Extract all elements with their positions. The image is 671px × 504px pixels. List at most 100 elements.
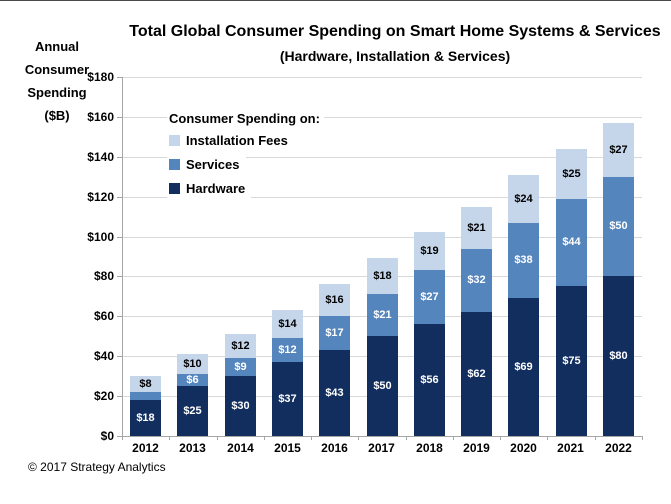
- bar-2015-installation-fees-value-label: $14: [278, 318, 297, 330]
- bar-2021-installation-fees-value-label: $25: [562, 168, 581, 180]
- footer-copyright: © 2017 Strategy Analytics: [28, 460, 166, 474]
- bar-2016-installation-fees-segment: $16: [319, 284, 350, 316]
- bar-2020-services-segment: $38: [508, 222, 539, 298]
- bar-2020-hardware-segment: $69: [508, 298, 539, 436]
- bar-2017-installation-fees-value-label: $18: [373, 270, 392, 282]
- x-tick-mark: [122, 436, 123, 440]
- x-tick-mark: [264, 436, 265, 440]
- chart-subtitle: (Hardware, Installation & Services): [279, 48, 511, 64]
- x-axis-line: [122, 436, 642, 437]
- y-tick-mark: [117, 117, 122, 118]
- bar-2022-installation-fees-segment: $27: [603, 123, 634, 177]
- x-tick-mark: [406, 436, 407, 440]
- bar-2016-hardware-value-label: $43: [325, 387, 344, 399]
- y-tick-mark: [117, 197, 122, 198]
- bar-2020-installation-fees-value-label: $24: [514, 193, 533, 205]
- bar-2019-services-value-label: $32: [467, 274, 486, 286]
- legend-label-services: Services: [186, 157, 240, 172]
- gridline: [122, 77, 642, 78]
- legend-item-hardware: Hardware: [167, 178, 252, 199]
- y-tick-mark: [117, 436, 122, 437]
- bar-2019-installation-fees-value-label: $21: [467, 222, 486, 234]
- y-axis-title: Annual Consumer Spending ($B): [8, 35, 106, 127]
- bar-2017-hardware-value-label: $50: [373, 380, 392, 392]
- bar-2016-services-segment: $17: [319, 316, 350, 350]
- bar-2022-hardware-segment: $80: [603, 276, 634, 436]
- y-axis-title-line: ($B): [44, 108, 70, 123]
- y-tick-mark: [117, 77, 122, 78]
- bar-2015-installation-fees-segment: $14: [272, 310, 303, 338]
- legend-item-installation-fees: Installation Fees: [167, 130, 294, 151]
- y-tick-label: $160: [87, 110, 114, 124]
- bar-2017-services-value-label: $21: [373, 309, 392, 321]
- legend-swatch-services: [169, 159, 180, 170]
- bar-2015-services-value-label: $12: [278, 344, 297, 356]
- legend-label-hardware: Hardware: [186, 181, 246, 196]
- y-tick-label: $0: [100, 429, 114, 443]
- gridline: [122, 237, 642, 238]
- y-tick-label: $80: [93, 269, 114, 283]
- bar-2019-hardware-value-label: $62: [467, 368, 486, 380]
- y-tick-label: $40: [93, 349, 114, 363]
- bar-2012-hardware-segment: $18: [130, 400, 161, 436]
- bar-2012-services-segment: [130, 392, 161, 400]
- legend-label-installation-fees: Installation Fees: [186, 133, 288, 148]
- bar-2017-services-segment: $21: [367, 294, 398, 336]
- bar-2014-installation-fees-value-label: $12: [231, 340, 250, 352]
- bar-2021-installation-fees-segment: $25: [556, 149, 587, 199]
- x-axis-year-label: 2022: [605, 441, 632, 455]
- bar-2021-hardware-value-label: $75: [562, 355, 581, 367]
- bar-2018-services-segment: $27: [414, 270, 445, 324]
- legend-swatch-installation-fees: [169, 135, 180, 146]
- y-tick-mark: [117, 237, 122, 238]
- bar-2020-hardware-value-label: $69: [514, 361, 533, 373]
- bar-2012-installation-fees-segment: $8: [130, 376, 161, 392]
- bar-2014-services-value-label: $9: [234, 361, 247, 373]
- bar-2016-hardware-segment: $43: [319, 350, 350, 436]
- x-tick-mark: [547, 436, 548, 440]
- bar-2013-hardware-segment: $25: [177, 386, 208, 436]
- gridline: [122, 197, 642, 198]
- legend-item-services: Services: [167, 154, 246, 175]
- bar-2017-hardware-segment: $50: [367, 336, 398, 436]
- y-tick-mark: [117, 276, 122, 277]
- y-axis-line: [122, 77, 123, 437]
- bar-2013-hardware-value-label: $25: [183, 405, 202, 417]
- y-tick-label: $120: [87, 190, 114, 204]
- bar-2022-services-segment: $50: [603, 176, 634, 276]
- x-axis-year-label: 2018: [416, 441, 443, 455]
- bar-2014-hardware-segment: $30: [225, 376, 256, 436]
- x-tick-mark: [500, 436, 501, 440]
- y-tick-mark: [117, 356, 122, 357]
- bar-2015-services-segment: $12: [272, 338, 303, 362]
- bar-2014-hardware-value-label: $30: [231, 400, 250, 412]
- bar-2012-hardware-value-label: $18: [136, 412, 155, 424]
- bar-2015-hardware-segment: $37: [272, 362, 303, 436]
- x-tick-mark: [642, 436, 643, 440]
- bar-2014-installation-fees-segment: $12: [225, 334, 256, 358]
- bar-2022-services-value-label: $50: [609, 220, 628, 232]
- x-tick-mark: [595, 436, 596, 440]
- y-tick-mark: [117, 157, 122, 158]
- bar-2015-hardware-value-label: $37: [278, 393, 297, 405]
- bar-2022-installation-fees-value-label: $27: [609, 144, 628, 156]
- bar-2022-hardware-value-label: $80: [609, 350, 628, 362]
- gridline: [122, 117, 642, 118]
- x-axis-year-label: 2014: [227, 441, 254, 455]
- x-tick-mark: [169, 436, 170, 440]
- bar-2019-hardware-segment: $62: [461, 312, 492, 436]
- x-axis-year-label: 2017: [368, 441, 395, 455]
- y-axis-title-line: Annual: [34, 39, 80, 54]
- legend: Consumer Spending on: Installation Fees S…: [167, 109, 324, 202]
- bar-2016-installation-fees-value-label: $16: [325, 294, 344, 306]
- bar-2019-services-segment: $32: [461, 248, 492, 312]
- x-axis-year-label: 2020: [510, 441, 537, 455]
- bar-2021-services-segment: $44: [556, 198, 587, 286]
- x-axis-year-label: 2012: [132, 441, 159, 455]
- x-axis-year-label: 2013: [179, 441, 206, 455]
- bar-2020-services-value-label: $38: [514, 254, 533, 266]
- x-axis-year-label: 2019: [463, 441, 490, 455]
- x-tick-mark: [358, 436, 359, 440]
- y-tick-mark: [117, 316, 122, 317]
